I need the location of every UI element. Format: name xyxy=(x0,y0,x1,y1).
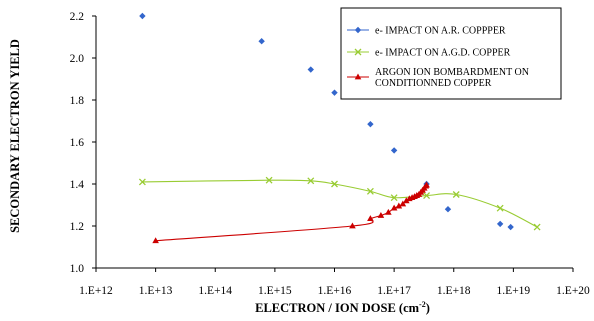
x-axis-title-superscript: -2 xyxy=(419,300,426,309)
y-tick-label: 1.0 xyxy=(70,263,85,275)
y-tick-label: 2.0 xyxy=(70,53,85,65)
data-point xyxy=(444,206,452,213)
y-tick-label: 2.2 xyxy=(70,11,85,23)
data-point xyxy=(496,204,504,212)
legend-box xyxy=(340,7,562,100)
y-tick-label: 1.4 xyxy=(70,179,85,191)
data-point xyxy=(402,197,410,204)
data-point xyxy=(496,220,504,228)
x-tick-label: 1.E+14 xyxy=(198,285,232,297)
data-point xyxy=(139,12,146,20)
legend-label: e- IMPACT ON A.G.D. COPPER xyxy=(375,48,511,59)
y-axis-title: SECONDARY ELECTRON YIELD xyxy=(8,39,22,233)
x-tick-label: 1.E+16 xyxy=(318,285,352,297)
data-point xyxy=(331,89,338,96)
series-agd-copper xyxy=(138,176,541,231)
data-point xyxy=(138,178,146,186)
data-point xyxy=(385,208,392,215)
x-tick-label: 1.E+17 xyxy=(377,285,411,297)
legend-entry: e- IMPACT ON A.R. COPPPER xyxy=(347,26,506,37)
legend-label: CONDITIONNED COPPER xyxy=(375,78,492,89)
data-point xyxy=(452,191,460,198)
data-point xyxy=(258,38,265,45)
legend-swatch-marker xyxy=(354,26,362,34)
data-point xyxy=(390,194,398,202)
data-point xyxy=(307,66,314,73)
y-axis-ticks: 1.0 1.2 1.4 1.6 1.8 2.0 2.2 xyxy=(70,11,96,275)
x-axis-title-text: ELECTRON / ION DOSE (cm xyxy=(255,301,419,315)
series-layer xyxy=(138,12,541,244)
x-axis-title: ELECTRON / ION DOSE (cm-2) xyxy=(255,300,430,315)
series-line xyxy=(142,179,538,228)
data-point xyxy=(507,223,514,231)
data-point xyxy=(349,222,356,229)
legend-label: ARGON ION BOMBARDMENT ON xyxy=(375,67,529,78)
legend-label: e- IMPACT ON A.R. COPPPER xyxy=(375,26,506,37)
series-argon-ion xyxy=(152,181,430,244)
x-tick-label: 1.E+20 xyxy=(556,285,590,297)
x-tick-label: 1.E+15 xyxy=(258,285,292,297)
y-tick-label: 1.8 xyxy=(70,95,85,107)
data-point xyxy=(377,212,385,218)
x-tick-label: 1.E+19 xyxy=(497,285,531,297)
data-point xyxy=(423,192,431,200)
data-point xyxy=(152,237,159,244)
data-point xyxy=(367,215,374,222)
data-point xyxy=(390,204,398,211)
data-point xyxy=(423,181,430,188)
data-point xyxy=(331,180,338,188)
legend-entry: e- IMPACT ON A.G.D. COPPER xyxy=(347,48,511,59)
x-axis-ticks: 1.E+12 1.E+13 1.E+14 1.E+15 1.E+16 1.E+17 1.E+… xyxy=(79,268,590,297)
x-tick-label: 1.E+12 xyxy=(79,285,113,297)
x-tick-label: 1.E+13 xyxy=(139,285,173,297)
x-axis-title-suffix: ) xyxy=(426,301,430,315)
legend-swatch-marker xyxy=(354,73,362,80)
y-tick-label: 1.6 xyxy=(70,137,85,149)
legend-swatch-marker xyxy=(354,48,362,56)
data-point xyxy=(533,223,541,231)
data-point xyxy=(390,147,398,154)
legend: e- IMPACT ON A.R. COPPPER e- IMPACT ON A.… xyxy=(340,7,562,100)
x-tick-label: 1.E+18 xyxy=(437,285,471,297)
y-tick-label: 1.2 xyxy=(70,221,85,233)
series-line xyxy=(155,184,428,242)
data-point xyxy=(307,177,315,185)
data-point xyxy=(265,176,273,184)
data-point xyxy=(399,200,407,207)
data-point xyxy=(395,202,403,209)
data-point xyxy=(367,120,374,128)
data-point xyxy=(366,187,374,195)
